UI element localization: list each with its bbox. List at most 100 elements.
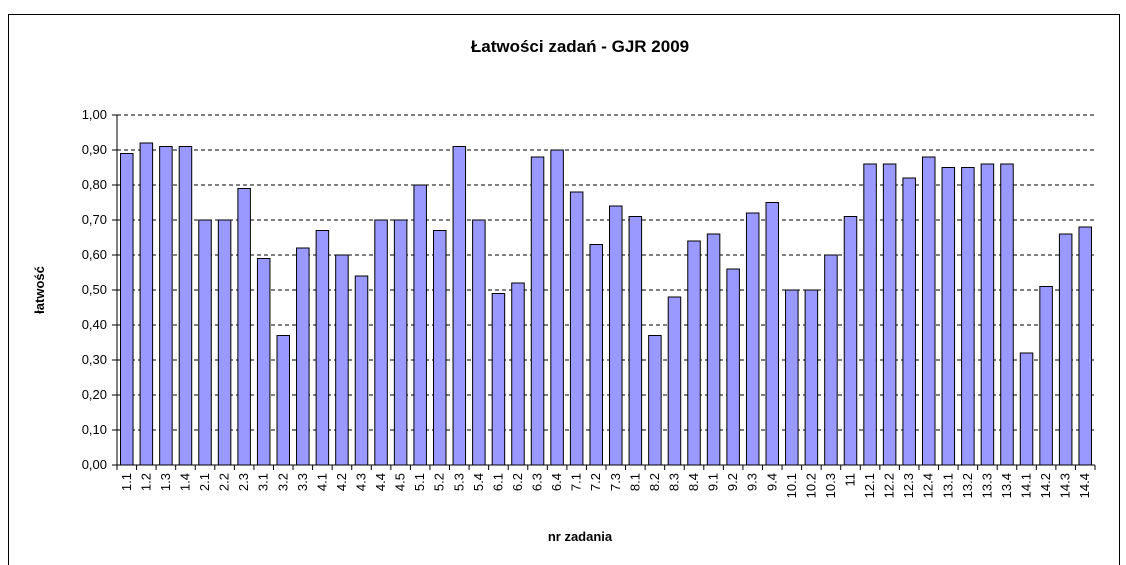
bar [530, 156, 545, 466]
bar [120, 153, 134, 466]
x-tick-label: 3.3 [295, 473, 310, 491]
x-tick-label: 4.4 [373, 473, 388, 491]
y-axis-title: łatwość [32, 266, 47, 314]
bar [511, 282, 525, 466]
x-tick-label: 6.2 [510, 473, 525, 491]
x-tick-label: 13.2 [960, 473, 975, 498]
bar [256, 258, 271, 466]
x-tick-label: 3.1 [256, 473, 271, 491]
y-tick-label: 0,50 [82, 282, 107, 297]
x-tick-label: 8.3 [666, 473, 681, 491]
bar [980, 163, 995, 466]
bar [296, 247, 310, 466]
bar [765, 202, 780, 466]
x-tick-label: 13.4 [999, 473, 1014, 498]
x-tick-label: 5.1 [412, 473, 427, 491]
x-tick-label: 9.3 [745, 473, 760, 491]
x-tick-label: 1.4 [177, 473, 192, 491]
x-tick-label: 12.1 [862, 473, 877, 498]
x-tick-label: 2.2 [217, 473, 232, 491]
bar [726, 268, 740, 466]
chart-title: Łatwości zadań - GJR 2009 [471, 37, 689, 56]
bar [589, 244, 603, 466]
bar [667, 296, 682, 466]
x-tick-label: 7.3 [608, 473, 623, 491]
x-tick-label: 3.2 [275, 473, 290, 491]
bar [374, 219, 388, 466]
x-tick-label: 1.2 [138, 473, 153, 491]
bar [1000, 163, 1014, 466]
y-tick-label: 0,70 [82, 212, 107, 227]
y-tick-label: 0,30 [82, 352, 107, 367]
bar [550, 149, 564, 466]
bar [393, 219, 408, 466]
bar [139, 142, 154, 466]
bar [882, 163, 897, 466]
x-tick-label: 4.1 [314, 473, 329, 491]
x-tick-label: 1.1 [119, 473, 134, 491]
bar [961, 167, 975, 466]
x-tick-label: 12.3 [901, 473, 916, 498]
x-tick-label: 6.1 [490, 473, 505, 491]
y-tick-label: 0,90 [82, 142, 107, 157]
x-tick-label: 10.3 [823, 473, 838, 498]
x-tick-label: 8.1 [627, 473, 642, 491]
x-tick-label: 8.4 [686, 473, 701, 491]
bar [628, 216, 643, 466]
x-tick-label: 8.2 [647, 473, 662, 491]
bar [452, 146, 467, 466]
x-tick-label: 5.2 [432, 473, 447, 491]
x-tick-label: 4.2 [334, 473, 349, 491]
x-tick-label: 2.3 [236, 473, 251, 491]
x-tick-label: 7.1 [569, 473, 584, 491]
bar [432, 230, 447, 466]
x-tick-label: 9.1 [706, 473, 721, 491]
bar [178, 146, 193, 466]
x-tick-label: 9.4 [764, 473, 779, 491]
bar [1039, 286, 1053, 466]
bar [1078, 226, 1092, 466]
x-tick-label: 9.2 [725, 473, 740, 491]
bar [804, 289, 819, 466]
x-tick-label: 10.2 [803, 473, 818, 498]
bar [413, 184, 427, 466]
x-tick-label: 13.1 [940, 473, 955, 498]
y-tick-label: 0,40 [82, 317, 107, 332]
bar [159, 146, 173, 466]
x-tick-label: 5.3 [451, 473, 466, 491]
y-tick-label: 0,20 [82, 387, 107, 402]
bar [921, 156, 936, 466]
x-tick-label: 11 [843, 473, 858, 487]
bar [569, 191, 584, 466]
bar [217, 219, 232, 466]
x-tick-label: 5.4 [471, 473, 486, 491]
bar [745, 212, 760, 466]
x-tick-label: 4.5 [393, 473, 408, 491]
bar [941, 167, 956, 466]
bar [648, 335, 662, 466]
x-tick-label: 2.1 [197, 473, 212, 491]
x-tick-label: 13.3 [979, 473, 994, 498]
bar [902, 177, 916, 466]
x-tick-label: 14.2 [1038, 473, 1053, 498]
x-tick-label: 14.1 [1019, 473, 1034, 498]
bar [843, 216, 858, 466]
x-tick-label: 1.3 [158, 473, 173, 491]
bar [472, 219, 486, 466]
bar [1058, 233, 1073, 466]
x-tick-label: 4.3 [354, 473, 369, 491]
bar [785, 289, 799, 466]
y-tick-label: 0,10 [82, 422, 107, 437]
bar [198, 219, 212, 466]
y-tick-label: 1,00 [82, 107, 107, 122]
x-tick-label: 14.3 [1058, 473, 1073, 498]
bar [354, 275, 369, 466]
bar [335, 254, 349, 466]
bar [687, 240, 701, 466]
x-tick-label: 14.4 [1077, 473, 1092, 498]
y-tick-label: 0,60 [82, 247, 107, 262]
x-tick-label: 12.2 [882, 473, 897, 498]
bar [609, 205, 623, 466]
x-tick-label: 6.4 [549, 473, 564, 491]
